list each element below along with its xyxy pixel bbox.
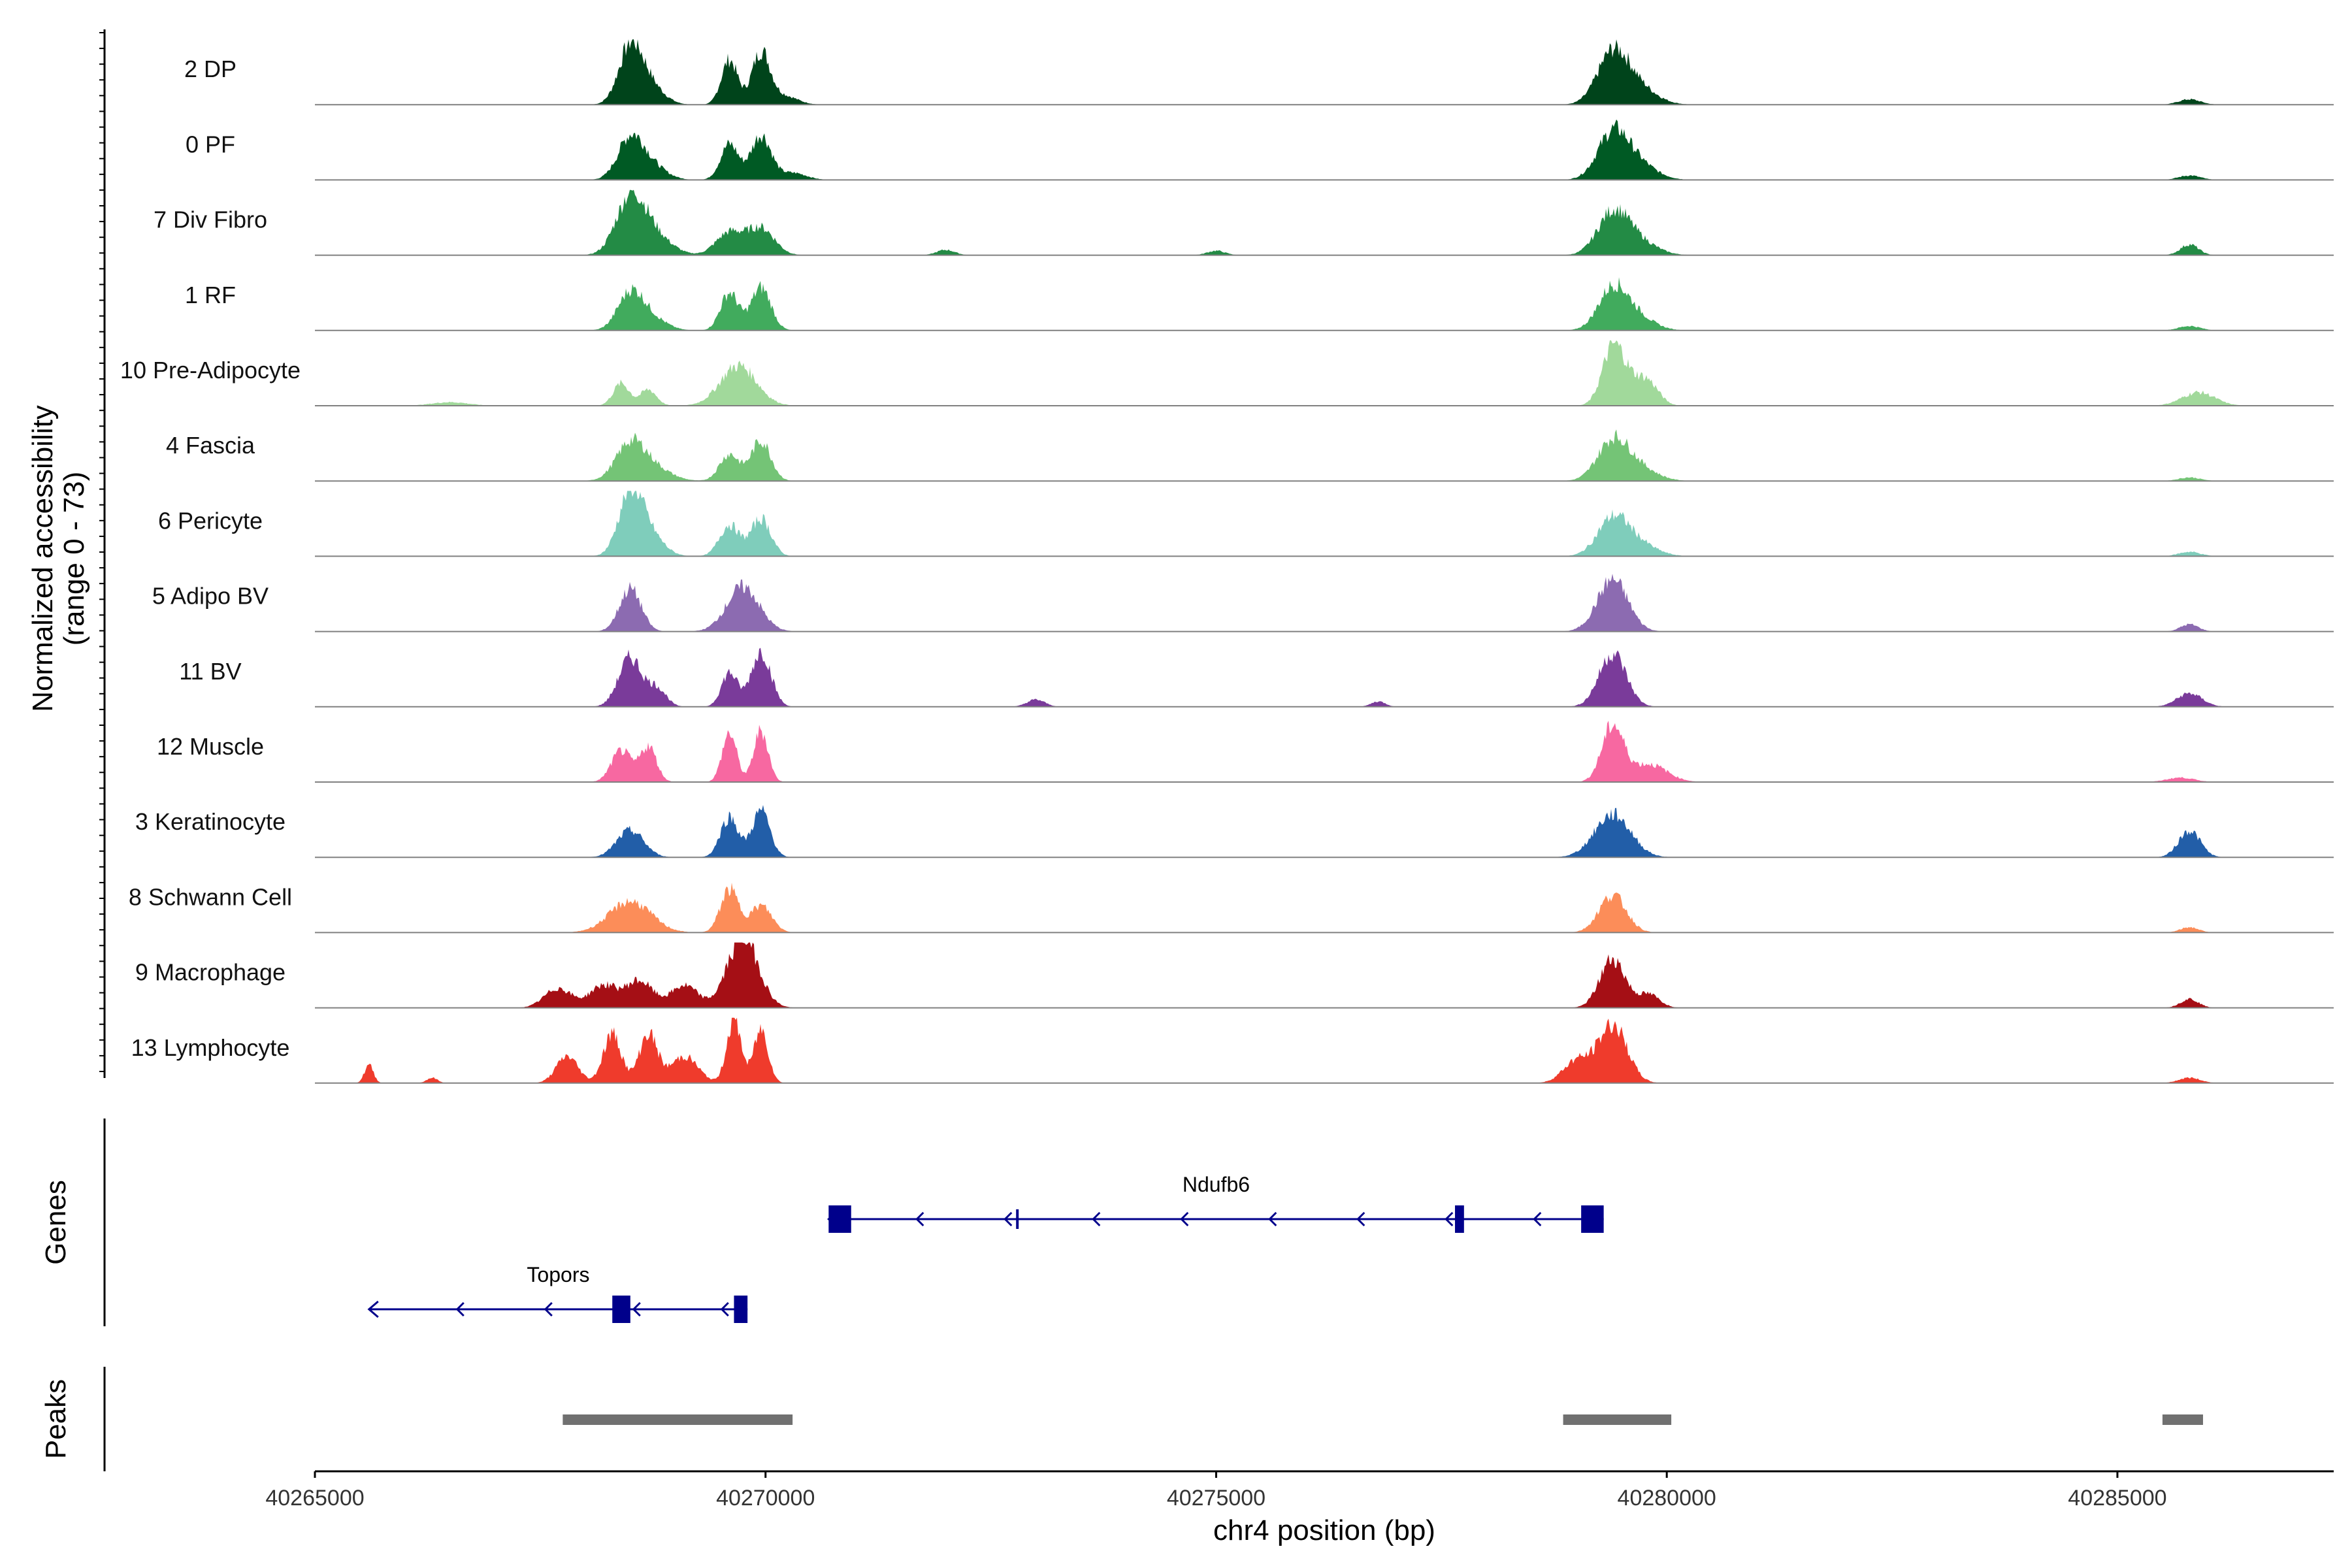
coverage-area xyxy=(315,189,2334,255)
coverage-area xyxy=(315,805,2334,858)
coverage-track: 9 Macrophage xyxy=(135,942,2334,1009)
track-label: 2 DP xyxy=(184,56,237,82)
gene-exon xyxy=(1581,1205,1604,1233)
coverage-y-ticks xyxy=(99,32,105,1072)
x-tick-label: 40270000 xyxy=(716,1486,815,1511)
gene-exon xyxy=(828,1205,851,1233)
strand-arrow xyxy=(1092,1211,1101,1227)
coverage-area xyxy=(315,491,2334,557)
track-label: 4 Fascia xyxy=(166,432,255,459)
track-label: 5 Adipo BV xyxy=(152,583,269,610)
strand-arrow xyxy=(632,1301,641,1317)
x-tick-label: 40285000 xyxy=(2068,1486,2166,1511)
coverage-track: 13 Lymphocyte xyxy=(131,1017,2334,1084)
coverage-area xyxy=(315,647,2334,707)
strand-arrow xyxy=(1356,1211,1365,1227)
gene-exon xyxy=(1455,1205,1464,1233)
coverage-track: 10 Pre-Adipocyte xyxy=(120,340,2334,406)
gene-exon xyxy=(612,1296,630,1323)
gene-exon xyxy=(734,1296,748,1323)
gene-model: Ndufb6 xyxy=(826,1173,1604,1233)
track-label: 1 RF xyxy=(185,282,236,308)
peak-bar xyxy=(1563,1414,1672,1425)
coverage-area xyxy=(315,1017,2334,1083)
strand-arrow xyxy=(1268,1211,1277,1227)
strand-arrow xyxy=(1533,1211,1542,1227)
strand-arrow xyxy=(915,1211,924,1227)
y-axis-title: Normalized accessibility xyxy=(27,405,59,711)
track-label: 13 Lymphocyte xyxy=(131,1034,290,1061)
gene-exon xyxy=(1016,1209,1019,1229)
track-label: 7 Div Fibro xyxy=(154,206,267,233)
coverage-track: 2 DP xyxy=(184,39,2334,106)
coverage-area xyxy=(315,882,2334,933)
genes-panel-label: Genes xyxy=(40,1180,72,1265)
genes-panel: Ndufb6 Topors xyxy=(367,1173,1604,1323)
coverage-area xyxy=(315,119,2334,180)
coverage-area xyxy=(315,942,2334,1008)
track-label: 3 Keratinocyte xyxy=(135,808,286,835)
track-label: 0 PF xyxy=(186,131,235,157)
peaks-panel xyxy=(563,1414,2203,1425)
strand-arrow xyxy=(544,1301,553,1317)
x-tick-label: 40275000 xyxy=(1167,1486,1266,1511)
gene-name: Ndufb6 xyxy=(1183,1173,1250,1196)
coverage-area xyxy=(315,429,2334,482)
x-tick-label: 40265000 xyxy=(265,1486,364,1511)
coverage-tracks: 2 DP 0 PF 7 Div Fibro 1 RF 10 Pre-Adipocyte 4… xyxy=(120,39,2334,1084)
x-axis-title: chr4 position (bp) xyxy=(1213,1514,1435,1546)
track-label: 12 Muscle xyxy=(157,733,264,760)
coverage-track: 7 Div Fibro xyxy=(154,189,2334,256)
gene-model: Topors xyxy=(367,1263,748,1323)
coverage-track: 4 Fascia xyxy=(166,429,2334,482)
coverage-track: 8 Schwann Cell xyxy=(129,882,2334,934)
track-label: 10 Pre-Adipocyte xyxy=(120,357,301,384)
x-tick-label: 40280000 xyxy=(1618,1486,1716,1511)
peaks-panel-label: Peaks xyxy=(40,1379,72,1459)
strand-arrow xyxy=(1180,1211,1189,1227)
x-axis-ticks: 40265000 40270000 40275000 40280000 40285000 xyxy=(265,1471,2167,1511)
coverage-area xyxy=(315,340,2334,406)
coverage-track: 1 RF xyxy=(185,277,2334,331)
coverage-track: 0 PF xyxy=(186,119,2334,181)
peak-bar xyxy=(2162,1414,2203,1425)
track-label: 9 Macrophage xyxy=(135,959,286,986)
coverage-area xyxy=(315,574,2334,632)
coverage-area xyxy=(315,277,2334,331)
coverage-track: 12 Muscle xyxy=(157,721,2334,783)
track-label: 11 BV xyxy=(179,658,241,685)
y-axis-range-label: (range 0 - 73) xyxy=(58,472,90,646)
strand-arrow xyxy=(1004,1211,1013,1227)
coverage-track: 11 BV xyxy=(179,647,2334,708)
coverage-track: 3 Keratinocyte xyxy=(135,805,2334,858)
strand-arrow xyxy=(455,1301,465,1317)
strand-arrow xyxy=(720,1301,729,1317)
coverage-track: 6 Pericyte xyxy=(158,491,2334,557)
track-label: 6 Pericyte xyxy=(158,507,263,534)
strand-arrow xyxy=(1445,1211,1454,1227)
peak-bar xyxy=(563,1414,793,1425)
coverage-area xyxy=(315,721,2334,782)
coverage-track: 5 Adipo BV xyxy=(152,574,2334,632)
strand-arrow xyxy=(367,1300,379,1318)
gene-name: Topors xyxy=(527,1263,589,1286)
coverage-area xyxy=(315,39,2334,105)
track-label: 8 Schwann Cell xyxy=(129,883,292,910)
